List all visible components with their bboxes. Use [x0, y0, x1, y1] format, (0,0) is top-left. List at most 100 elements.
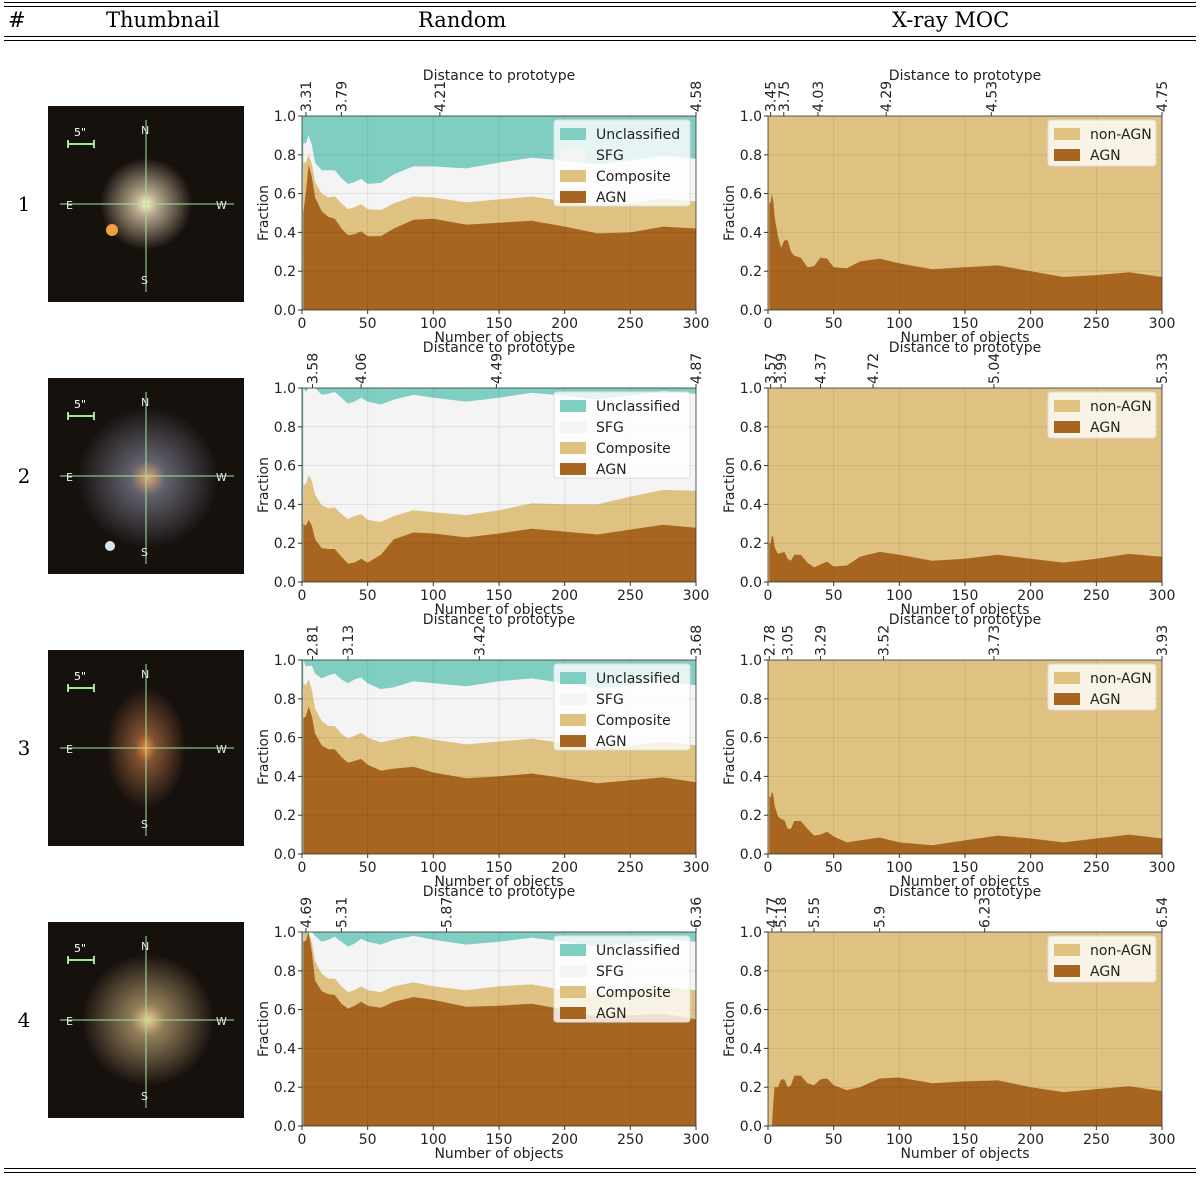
y-tick-label: 0.6 [740, 459, 762, 475]
header-rule-2 [4, 40, 1196, 41]
area-agn [769, 1075, 1162, 1126]
x-tick-label: 150 [486, 1132, 513, 1148]
top-tick-label: 4.49 [489, 353, 505, 384]
x-axis-label: Number of objects [434, 602, 563, 618]
x-tick-label: 250 [1083, 1132, 1110, 1148]
y-tick-label: 0.4 [274, 769, 296, 785]
top-tick-label: 3.13 [341, 625, 357, 656]
legend-label: SFG [596, 692, 624, 708]
legend-label: AGN [596, 1006, 627, 1022]
top-axis-label: Distance to prototype [889, 612, 1041, 628]
top-tick-label: 3.42 [472, 625, 488, 656]
y-tick-label: 0.4 [740, 1041, 762, 1057]
x-tick-label: 0 [298, 588, 307, 604]
x-axis-label: Number of objects [900, 330, 1029, 346]
top-tick-label: 3.05 [781, 625, 797, 656]
x-tick-label: 0 [298, 860, 307, 876]
y-tick-label: 0.4 [274, 497, 296, 513]
area-agn [303, 164, 696, 310]
legend-swatch [560, 421, 586, 433]
x-tick-label: 300 [1149, 1132, 1176, 1148]
top-tick-label: 4.53 [984, 81, 1000, 112]
xray-chart-row-3: 0.0 0.2 0.4 0.6 0.8 1.0 0 50 100 150 200 250 300 Numb… [718, 592, 1182, 890]
x-axis-label: Number of objects [900, 1146, 1029, 1162]
y-tick-label: 0.6 [274, 459, 296, 475]
x-tick-label: 50 [359, 588, 377, 604]
x-tick-label: 250 [1083, 316, 1110, 332]
random-chart-row-1: 0.0 0.2 0.4 0.6 0.8 1.0 0 50 100 150 200 250 300 Numb… [252, 48, 716, 346]
y-tick-label: 0.2 [274, 264, 296, 280]
top-tick-label: 4.87 [689, 353, 705, 384]
legend-swatch [1054, 400, 1080, 412]
x-tick-label: 200 [551, 316, 578, 332]
top-tick-label: 3.75 [777, 81, 793, 112]
x-tick-label: 0 [764, 588, 773, 604]
top-tick-label: 3.29 [814, 625, 830, 656]
x-tick-label: 150 [486, 316, 513, 332]
x-axis-label: Number of objects [434, 330, 563, 346]
x-tick-label: 300 [1149, 588, 1176, 604]
legend-swatch [560, 149, 586, 161]
legend-swatch [1054, 693, 1080, 705]
x-tick-label: 300 [683, 588, 710, 604]
top-tick-label: 2.81 [306, 625, 322, 656]
top-tick-label: 3.57 [764, 353, 780, 384]
top-tick-label: 3.45 [764, 81, 780, 112]
legend-label: Composite [596, 441, 671, 457]
bottom-rule-1 [4, 1168, 1196, 1169]
scale-label: 5" [74, 670, 86, 683]
x-tick-label: 150 [486, 860, 513, 876]
x-tick-label: 50 [359, 316, 377, 332]
y-axis-label: Fraction [256, 457, 272, 513]
area-agn [769, 193, 1162, 310]
y-tick-label: 1.0 [740, 109, 762, 125]
legend-swatch [1054, 421, 1080, 433]
compass-north: N [141, 668, 149, 681]
x-tick-label: 100 [886, 860, 913, 876]
top-tick-label: 3.52 [877, 625, 893, 656]
compass-west: W [216, 199, 227, 212]
x-tick-label: 50 [359, 860, 377, 876]
y-tick-label: 1.0 [740, 381, 762, 397]
x-tick-label: 300 [683, 860, 710, 876]
legend-swatch [560, 400, 586, 412]
x-tick-label: 300 [1149, 860, 1176, 876]
area-agn [303, 519, 696, 582]
y-tick-label: 0.2 [740, 808, 762, 824]
y-tick-label: 0.0 [274, 575, 296, 591]
header-xray: X-ray MOC [892, 8, 1010, 32]
legend-swatch [560, 128, 586, 140]
y-tick-label: 0.0 [740, 575, 762, 591]
legend-swatch [560, 693, 586, 705]
random-chart-row-2: 0.0 0.2 0.4 0.6 0.8 1.0 0 50 100 150 200 250 300 Numb… [252, 320, 716, 618]
legend-swatch [560, 1007, 586, 1019]
row-index: 3 [17, 736, 31, 760]
y-tick-label: 0.2 [274, 1080, 296, 1096]
y-tick-label: 0.8 [740, 964, 762, 980]
header-thumbnail: Thumbnail [106, 8, 220, 32]
legend-label: AGN [1090, 420, 1121, 436]
legend-box [553, 391, 691, 479]
y-tick-label: 1.0 [740, 653, 762, 669]
legend-label: SFG [596, 420, 624, 436]
top-tick-label: 4.72 [866, 353, 882, 384]
y-tick-label: 0.4 [274, 225, 296, 241]
legend-swatch [560, 463, 586, 475]
y-tick-label: 0.2 [740, 264, 762, 280]
compass-north: N [141, 396, 149, 409]
x-axis-label: Number of objects [434, 874, 563, 890]
legend-label: Unclassified [596, 127, 680, 143]
y-tick-label: 1.0 [740, 925, 762, 941]
y-axis-label: Fraction [256, 185, 272, 241]
y-tick-label: 0.6 [274, 1003, 296, 1019]
y-tick-label: 0.0 [274, 1119, 296, 1135]
y-axis-label: Fraction [722, 457, 738, 513]
y-tick-label: 0.6 [274, 731, 296, 747]
row-index: 2 [17, 464, 31, 488]
x-tick-label: 50 [825, 316, 843, 332]
legend-label: non-AGN [1090, 127, 1152, 143]
y-tick-label: 0.0 [274, 847, 296, 863]
legend-swatch [1054, 944, 1080, 956]
y-tick-label: 0.8 [274, 692, 296, 708]
top-tick-label: 4.77 [765, 897, 781, 928]
